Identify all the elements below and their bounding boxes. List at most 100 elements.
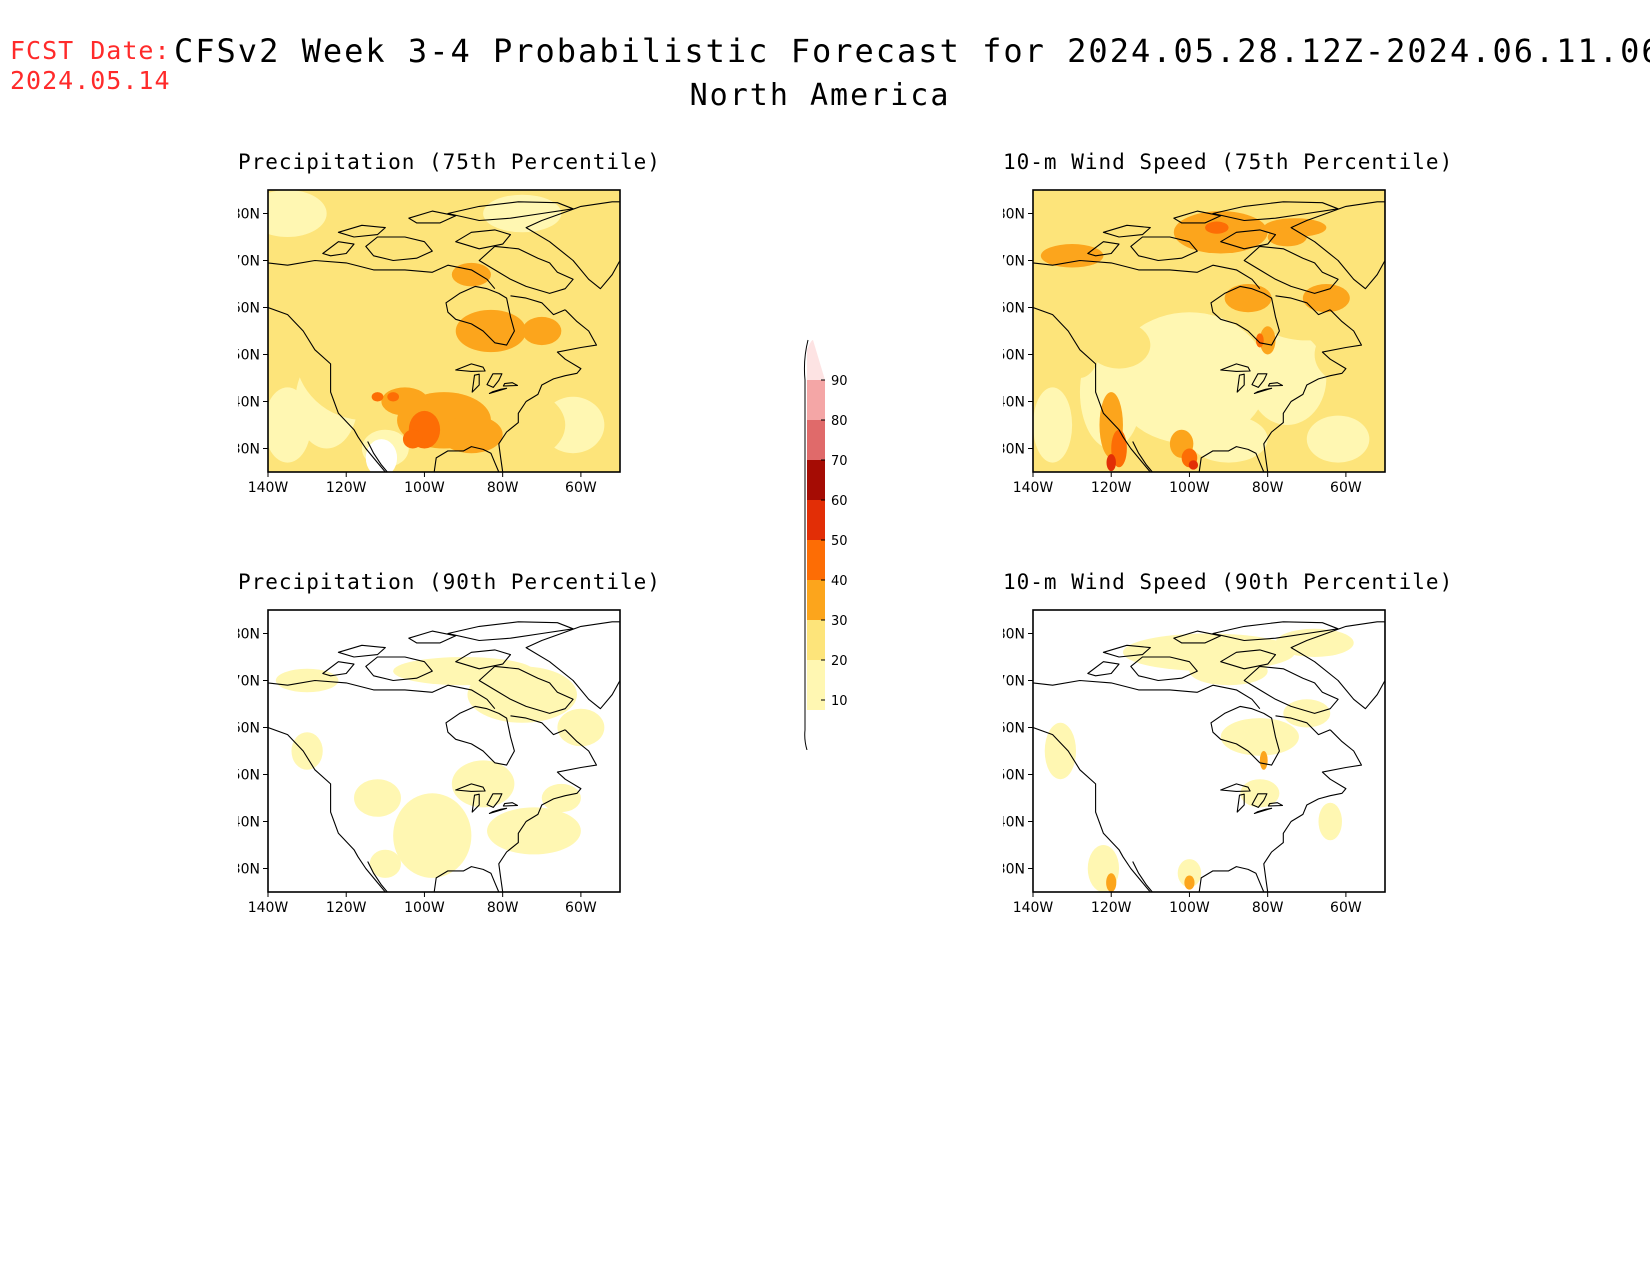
coastline [1132, 861, 1153, 892]
coastline [1263, 309, 1363, 472]
lon-label: 100W [1169, 480, 1210, 496]
shade-region [1259, 326, 1276, 355]
coastline [1198, 446, 1265, 472]
map-frame [1032, 609, 1386, 893]
coastline [510, 295, 566, 316]
shade-region [1205, 221, 1229, 234]
lon-label: 80W [487, 480, 519, 496]
colorbar-swatch [807, 420, 825, 460]
map-wind-75: 80N 70N 60N 50N 40N 30N 140W 120W 100W 80W 60W [1003, 189, 1386, 496]
coastline [1253, 807, 1273, 815]
lon-label: 140W [248, 480, 289, 496]
coastline [447, 201, 574, 222]
shade-region [1106, 454, 1116, 472]
shade-region [365, 439, 398, 472]
coastline [322, 661, 355, 677]
lon-label: 120W [326, 900, 367, 916]
panel-wind-75: 10-m Wind Speed (75th Percentile) 80N 70N… [1003, 150, 1452, 530]
shade-region [393, 657, 534, 686]
shade-region [1177, 859, 1202, 888]
lon-label: 140W [1013, 480, 1054, 496]
lat-label: 30N [238, 862, 260, 878]
coastline [510, 715, 566, 736]
colorbar-label: 80 [831, 414, 848, 429]
coastline [471, 793, 480, 813]
coastline [367, 441, 388, 472]
shade-region [371, 392, 384, 402]
probability-shading [268, 190, 605, 472]
coastline [322, 241, 355, 257]
shade-region [1314, 326, 1378, 383]
lon-label: 80W [487, 900, 519, 916]
lon-label: 120W [1091, 900, 1132, 916]
lon-label: 80W [1252, 480, 1284, 496]
lat-label: 60N [1003, 721, 1025, 737]
coastline [1033, 259, 1261, 290]
shade-region [1259, 751, 1268, 770]
coastline [1102, 224, 1151, 238]
coastline [486, 373, 503, 388]
colorbar-label: 10 [831, 694, 848, 709]
coastline [337, 224, 386, 238]
shade-region [268, 387, 312, 463]
colorbar-edge [803, 339, 809, 750]
map-wind-90: 80N 70N 60N 50N 40N 30N 140W 120W 100W 80W 60W [1003, 609, 1386, 916]
shade-region [416, 821, 448, 860]
coastline [471, 373, 480, 393]
coastline [1210, 285, 1280, 346]
shade-region [1220, 718, 1299, 756]
map-precip-90: 80N 70N 60N 50N 40N 30N 140W 120W 100W 80W 60W [238, 609, 621, 916]
shade-region [1188, 460, 1199, 470]
lat-label: 40N [1003, 815, 1025, 831]
coastline [1087, 241, 1120, 257]
shade-region [275, 668, 339, 693]
coastlines [268, 621, 620, 892]
coastline [1253, 387, 1273, 395]
shade-region [1302, 284, 1350, 313]
lon-label: 100W [404, 480, 445, 496]
lat-label: 60N [238, 721, 260, 737]
panel-title: Precipitation (90th Percentile) [238, 570, 661, 594]
lat-label: 80N [238, 627, 260, 643]
forecast-date-value: 2024.05.14 [10, 66, 171, 95]
lat-label: 40N [1003, 395, 1025, 411]
shade-region [1255, 333, 1264, 348]
shade-region [402, 429, 423, 449]
shade-region [1275, 628, 1354, 657]
shade-region [557, 708, 605, 747]
coastline [502, 382, 519, 387]
lat-label: 80N [1003, 207, 1025, 223]
coastline [445, 705, 515, 766]
coastline [408, 630, 457, 644]
lat-label: 80N [238, 207, 260, 223]
coastline [1290, 201, 1385, 290]
coastline [268, 259, 496, 290]
lat-label: 70N [1003, 254, 1025, 270]
probability-shading [1033, 204, 1378, 472]
coastline [1198, 866, 1265, 892]
shade-region [1040, 244, 1104, 268]
forecast-date-label: FCST Date: [10, 36, 171, 65]
coastline [498, 309, 598, 472]
shade-region [291, 732, 323, 770]
coastlines [268, 201, 620, 472]
region-subtitle: North America [689, 78, 951, 113]
shade-region [440, 415, 503, 454]
shade-region [1044, 722, 1077, 780]
coastline [1251, 373, 1268, 388]
colorbar-label: 20 [831, 654, 848, 669]
shade-region [487, 807, 581, 855]
coastline [1267, 802, 1284, 807]
lon-label: 120W [1091, 480, 1132, 496]
coastlines [1033, 201, 1385, 472]
coastline [1173, 630, 1222, 644]
coastline [1130, 656, 1198, 682]
colorbar-swatch [807, 340, 825, 380]
coastline [478, 665, 574, 714]
coastline [1130, 236, 1198, 262]
colorbar-label: 70 [831, 454, 848, 469]
panel-wind-90: 10-m Wind Speed (90th Percentile) 80N 70N… [1003, 570, 1452, 950]
coastline [1212, 201, 1339, 222]
coastline [1275, 715, 1331, 736]
colorbar-swatch [807, 660, 825, 700]
